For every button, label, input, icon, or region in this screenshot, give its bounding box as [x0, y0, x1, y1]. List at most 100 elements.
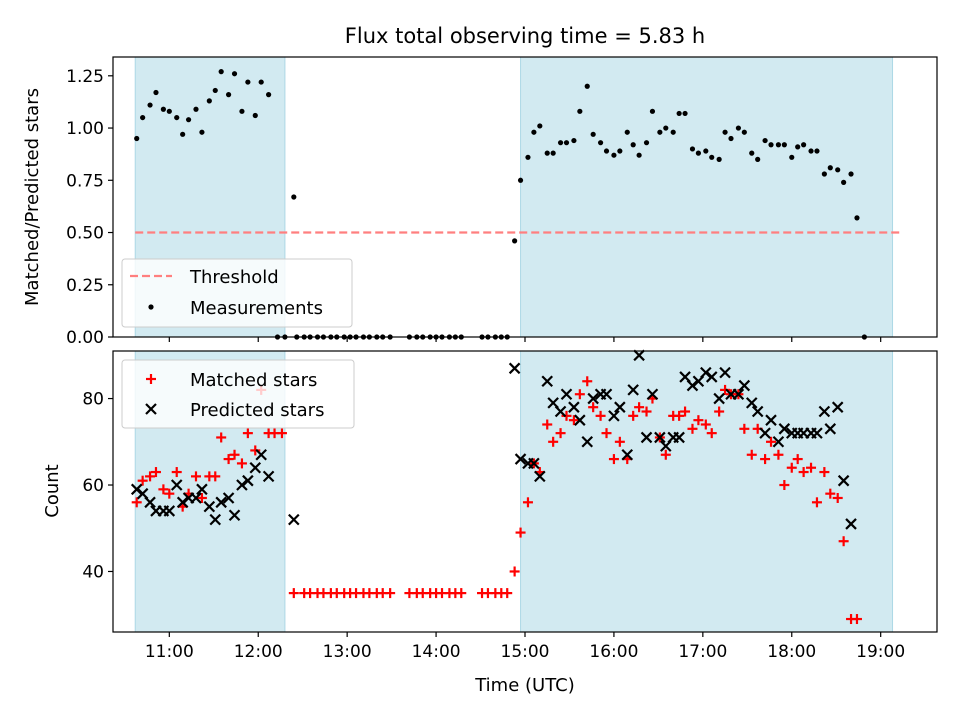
predicted-star-point	[288, 513, 300, 526]
measurement-point	[517, 177, 524, 183]
measurement-point	[231, 71, 238, 77]
x-stroke	[514, 453, 527, 465]
matched-star-point	[641, 406, 652, 417]
measurement-point	[755, 156, 761, 162]
matched-star-point	[779, 480, 790, 491]
matched-star-point	[746, 449, 757, 460]
predicted-star-point	[700, 366, 712, 379]
y-tick-label: 0.00	[66, 328, 104, 348]
x-stroke	[765, 414, 777, 426]
x-stroke	[574, 414, 586, 426]
matched-star-point	[522, 497, 533, 508]
x-stroke	[130, 483, 143, 496]
x-stroke	[163, 505, 176, 517]
x-stroke	[700, 366, 712, 379]
measurement-point	[584, 83, 590, 89]
measurement-point	[749, 150, 755, 156]
predicted-star-point	[176, 496, 189, 509]
x-stroke	[751, 405, 764, 418]
x-tick-label: 19:00	[856, 642, 905, 662]
x-tick-label: 18:00	[767, 642, 816, 662]
matched-star-point	[693, 415, 704, 426]
predicted-star-point	[811, 427, 823, 439]
matched-star-point	[614, 436, 625, 447]
predicted-star-point	[574, 414, 586, 426]
x-stroke	[255, 448, 267, 461]
predicted-star-point	[772, 436, 785, 448]
measurement-point	[789, 154, 795, 160]
measurement-point	[603, 148, 610, 154]
y-tick-label: 0.25	[66, 276, 104, 296]
measurement-point	[735, 125, 742, 131]
measurement-point	[821, 171, 827, 177]
measurement-point	[225, 92, 232, 98]
matched-star-point	[773, 449, 784, 460]
predicted-star-point	[163, 505, 176, 517]
matched-star-point	[561, 410, 572, 421]
measurement-point	[266, 92, 272, 98]
matched-star-point	[196, 492, 207, 503]
matched-star-point	[760, 454, 771, 465]
measurement-point	[531, 129, 537, 135]
measurement-point	[801, 142, 807, 148]
measurement-point	[597, 140, 604, 146]
legend-predicted-label: Predicted stars	[190, 400, 324, 421]
measurement-point	[636, 152, 642, 158]
predicted-star-point	[170, 479, 183, 491]
predicted-star-point	[673, 431, 685, 444]
measurement-point	[768, 142, 774, 148]
matched-star-point	[229, 449, 240, 460]
matched-star-point	[145, 471, 156, 482]
measurement-point	[544, 150, 550, 156]
predicted-star-point	[765, 414, 777, 426]
x-stroke	[719, 366, 731, 379]
predicted-star-point	[713, 392, 725, 405]
matched-star-point	[628, 410, 639, 421]
x-stroke	[837, 474, 850, 487]
measurement-point	[689, 146, 696, 152]
measurement-point	[147, 102, 153, 108]
matched-star-point	[825, 488, 836, 499]
measurement-point	[291, 194, 297, 200]
matched-star-point	[164, 488, 175, 499]
y-tick-label: 80	[82, 390, 104, 410]
top-legend-box	[121, 258, 353, 328]
predicted-star-point	[759, 427, 771, 439]
matched-star-point	[806, 462, 817, 473]
predicted-star-point	[255, 448, 267, 461]
x-tick-label: 12:00	[234, 642, 283, 662]
y-tick-label: 0.75	[66, 171, 104, 191]
matched-star-point	[542, 419, 553, 430]
measurement-point	[827, 165, 833, 171]
predicted-star-point	[705, 371, 718, 383]
measurement-point	[239, 108, 245, 114]
measurement-point	[848, 171, 854, 177]
matched-star-point	[595, 410, 606, 421]
measurement-point	[140, 114, 146, 121]
measurement-point	[624, 129, 630, 135]
predicted-star-point	[190, 492, 202, 504]
predicted-star-point	[130, 483, 143, 496]
predicted-star-point	[608, 410, 620, 422]
matched-star-point	[548, 436, 559, 447]
matched-star-point	[838, 536, 849, 547]
measurement-point	[649, 108, 656, 114]
x-stroke	[209, 513, 222, 526]
matched-star-point	[819, 467, 830, 478]
x-stroke	[772, 436, 785, 448]
measurement-point	[795, 144, 801, 150]
matched-star-point	[223, 454, 234, 465]
matched-star-point	[739, 423, 750, 434]
predicted-star-point	[640, 431, 653, 444]
matched-star-point	[210, 471, 221, 482]
x-stroke	[587, 392, 599, 405]
matched-star-point	[851, 614, 862, 625]
measurement-point	[212, 87, 218, 94]
x-stroke	[673, 431, 685, 444]
x-stroke	[745, 397, 758, 409]
predicted-star-point	[528, 457, 540, 470]
x-stroke	[600, 388, 613, 401]
bottom-legend-box	[121, 359, 355, 429]
measurement-point	[695, 150, 701, 156]
